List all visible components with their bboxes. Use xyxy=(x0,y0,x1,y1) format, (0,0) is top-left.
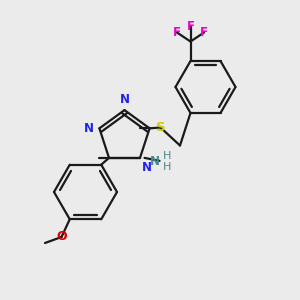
Text: H: H xyxy=(163,162,171,172)
Text: O: O xyxy=(56,230,67,244)
Text: N: N xyxy=(150,155,160,168)
Text: F: F xyxy=(200,26,208,39)
Text: H: H xyxy=(163,152,171,161)
Text: N: N xyxy=(119,93,130,106)
Text: S: S xyxy=(156,121,165,134)
Text: N: N xyxy=(142,161,152,174)
Text: N: N xyxy=(84,122,94,135)
Text: F: F xyxy=(187,20,194,33)
Text: F: F xyxy=(173,26,181,39)
